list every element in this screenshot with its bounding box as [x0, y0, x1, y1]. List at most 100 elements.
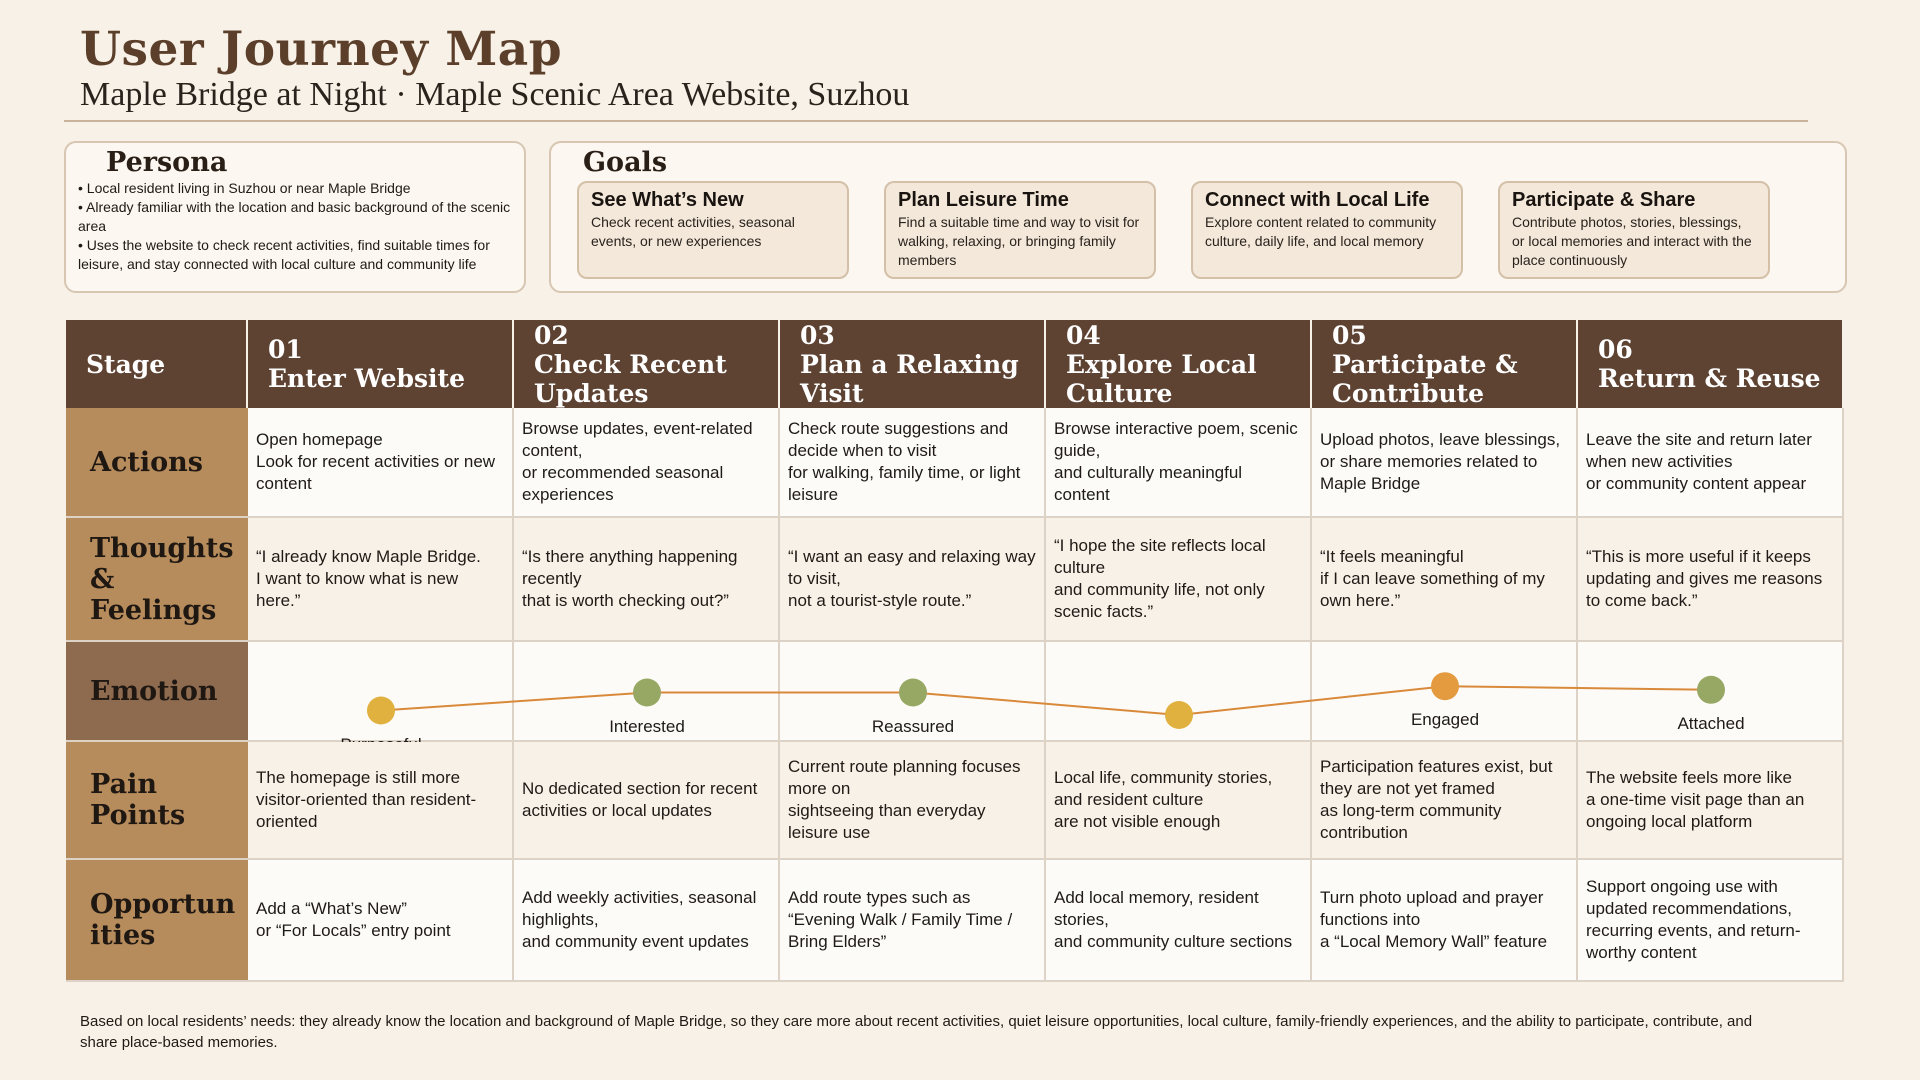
stage-heading: 01 Enter Website [268, 335, 465, 393]
page-title: User Journey Map [80, 22, 563, 77]
persona-card: Persona • Local resident living in Suzho… [64, 141, 526, 293]
stage-heading: 02 Check Recent Updates [534, 321, 778, 408]
thoughts-cell: “I already know Maple Bridge. I want to … [248, 518, 514, 642]
actions-cell: Leave the site and return later when new… [1578, 408, 1844, 518]
stage-name: Return & Reuse [1598, 364, 1821, 393]
goal-desc: Contribute photos, stories, blessings, o… [1512, 214, 1752, 268]
actions-cell: Browse interactive poem, scenic guide, a… [1046, 408, 1312, 518]
actions-cell: Upload photos, leave blessings, or share… [1312, 408, 1578, 518]
opportunities-cell: Turn photo upload and prayer functions i… [1312, 860, 1578, 982]
emotion-label: Interested [609, 716, 685, 736]
emotion-point-purposeful [367, 696, 395, 725]
emotion-label: Engaged [1410, 710, 1480, 730]
page-subtitle: Maple Bridge at Night · Maple Scenic Are… [80, 76, 910, 113]
stage-header: 01 Enter Website [248, 320, 514, 408]
pain-cell: Local life, community stories, and resid… [1046, 742, 1312, 860]
pain-text: No dedicated section for recent activiti… [522, 779, 758, 820]
emotion-point-connected [1165, 701, 1193, 729]
emotion-cell [248, 642, 514, 742]
emotion-point-interested [633, 678, 661, 707]
stage-name: Participate & Contribute [1332, 349, 1518, 408]
opportunities-text: Add local memory, resident stories, and … [1054, 888, 1293, 951]
opportunities-cell: Add a “What’s New” or “For Locals” entry… [248, 860, 514, 982]
emotion-label: Reassured [871, 716, 955, 736]
persona-list: • Local resident living in Suzhou or nea… [78, 179, 514, 274]
stage-number: 03 [800, 320, 835, 350]
opportunities-cell: Add route types such as “Evening Walk / … [780, 860, 1046, 982]
stage-name: Explore Local Culture [1066, 349, 1257, 408]
actions-text: Leave the site and return later when new… [1586, 430, 1812, 493]
thoughts-cell: “I want an easy and relaxing way to visi… [780, 518, 1046, 642]
actions-text: Check route suggestions and decide when … [788, 419, 1021, 504]
pain-text: Local life, community stories, and resid… [1054, 768, 1273, 831]
thoughts-text: “This is more useful if it keeps updatin… [1586, 547, 1823, 610]
goal-participate-share: Participate & Share Contribute photos, s… [1498, 181, 1770, 279]
title-divider [64, 120, 1808, 122]
stage-heading: 04 Explore Local Culture [1066, 321, 1310, 408]
stage-heading: 03 Plan a Relaxing Visit [800, 321, 1044, 408]
thoughts-cell: “This is more useful if it keeps updatin… [1578, 518, 1844, 642]
goal-title: Connect with Local Life [1205, 189, 1430, 211]
opportunities-cell: Add local memory, resident stories, and … [1046, 860, 1312, 982]
stage-header: 06 Return & Reuse [1578, 320, 1844, 408]
opportunities-text: Support ongoing use with updated recomme… [1586, 877, 1801, 962]
opportunities-cell: Support ongoing use with updated recomme… [1578, 860, 1844, 982]
goal-title: Plan Leisure Time [898, 189, 1069, 211]
pain-cell: No dedicated section for recent activiti… [514, 742, 780, 860]
stage-number: 02 [534, 320, 569, 350]
stage-name: Enter Website [268, 364, 466, 393]
pain-cell: Current route planning focuses more on s… [780, 742, 1046, 860]
opportunities-text: Add weekly activities, seasonal highligh… [522, 888, 757, 951]
opportunities-text: Add route types such as “Evening Walk / … [788, 888, 1013, 951]
row-label-pain: Pain Points [66, 742, 248, 860]
row-label-actions: Actions [66, 408, 248, 518]
actions-cell: Open homepage Look for recent activities… [248, 408, 514, 518]
thoughts-text: “I already know Maple Bridge. I want to … [256, 547, 481, 610]
goals-card: Goals See What’s New Check recent activi… [549, 141, 1847, 293]
persona-title: Persona [106, 147, 228, 178]
stage-header-label: Stage [66, 320, 248, 408]
stage-number: 05 [1332, 320, 1367, 350]
row-label-text: Emotion [90, 675, 218, 707]
actions-cell: Browse updates, event-related content, o… [514, 408, 780, 518]
actions-text: Browse updates, event-related content, o… [522, 419, 753, 504]
opportunities-text: Turn photo upload and prayer functions i… [1320, 888, 1548, 951]
thoughts-cell: “Is there anything happening recently th… [514, 518, 780, 642]
pain-cell: The website feels more like a one-time v… [1578, 742, 1844, 860]
row-label-opportunities: Opportun ities [66, 860, 248, 982]
thoughts-cell: “I hope the site reflects local culture … [1046, 518, 1312, 642]
pain-cell: The homepage is still more visitor-orien… [248, 742, 514, 860]
row-label-emotion: Emotion [66, 642, 248, 742]
pain-text: The homepage is still more visitor-orien… [256, 768, 477, 831]
actions-text: Browse interactive poem, scenic guide, a… [1054, 419, 1298, 504]
stage-header: 05 Participate & Contribute [1312, 320, 1578, 408]
stage-header: 04 Explore Local Culture [1046, 320, 1312, 408]
pain-text: Participation features exist, but they a… [1320, 757, 1553, 842]
goal-title: See What’s New [591, 189, 744, 211]
goal-title: Participate & Share [1512, 189, 1696, 211]
stage-heading: 05 Participate & Contribute [1332, 321, 1576, 408]
goal-desc: Check recent activities, seasonal events… [591, 214, 795, 249]
emotion-point-attached [1697, 675, 1725, 704]
row-label-text: Thoughts & Feelings [90, 532, 234, 626]
row-label-text: Opportun ities [90, 889, 236, 951]
goal-desc: Explore content related to community cul… [1205, 214, 1437, 249]
pain-cell: Participation features exist, but they a… [1312, 742, 1578, 860]
persona-bullet: • Uses the website to check recent activ… [78, 237, 490, 272]
persona-bullet: • Local resident living in Suzhou or nea… [78, 180, 411, 196]
thoughts-text: “I hope the site reflects local culture … [1054, 536, 1266, 621]
row-label-thoughts: Thoughts & Feelings [66, 518, 248, 642]
actions-cell: Check route suggestions and decide when … [780, 408, 1046, 518]
emotion-point-reassured [899, 678, 927, 707]
stage-name: Check Recent Updates [534, 349, 727, 408]
stage-number: 06 [1598, 335, 1633, 364]
actions-text: Open homepage Look for recent activities… [256, 430, 496, 493]
stage-name: Plan a Relaxing Visit [800, 349, 1019, 408]
stage-number: 04 [1066, 320, 1101, 350]
opportunities-text: Add a “What’s New” or “For Locals” entry… [256, 899, 451, 940]
goals-title: Goals [583, 147, 668, 178]
pain-text: The website feels more like a one-time v… [1586, 768, 1805, 831]
thoughts-text: “It feels meaningful if I can leave some… [1320, 547, 1545, 610]
goal-see-whats-new: See What’s New Check recent activities, … [577, 181, 849, 279]
goal-connect-local: Connect with Local Life Explore content … [1191, 181, 1463, 279]
